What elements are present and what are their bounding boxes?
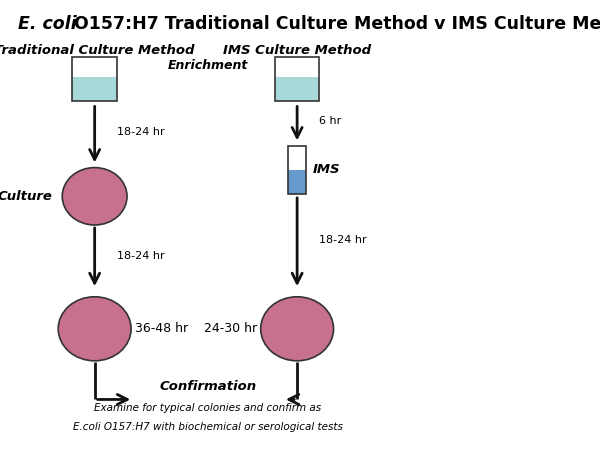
Text: 18-24 hr: 18-24 hr bbox=[319, 235, 367, 245]
Text: Confirmation: Confirmation bbox=[160, 380, 257, 393]
Text: 18-24 hr: 18-24 hr bbox=[117, 251, 164, 261]
Text: E.coli O157:H7 with biochemical or serological tests: E.coli O157:H7 with biochemical or serol… bbox=[73, 422, 343, 432]
Ellipse shape bbox=[62, 167, 127, 225]
Text: Examine for typical colonies and confirm as: Examine for typical colonies and confirm… bbox=[94, 403, 322, 413]
Text: 24-30 hr: 24-30 hr bbox=[203, 322, 257, 335]
Text: 18-24 hr: 18-24 hr bbox=[117, 127, 164, 137]
Text: 36-48 hr: 36-48 hr bbox=[135, 322, 188, 335]
Bar bbox=[275, 57, 319, 77]
Bar bbox=[73, 57, 117, 77]
Text: 6 hr: 6 hr bbox=[319, 116, 341, 126]
Text: Culture: Culture bbox=[0, 190, 52, 203]
Bar bbox=[288, 145, 306, 170]
Text: Enrichment: Enrichment bbox=[168, 59, 248, 72]
Bar bbox=[288, 170, 306, 194]
Text: O157:H7 Traditional Culture Method v IMS Culture Method: O157:H7 Traditional Culture Method v IMS… bbox=[68, 15, 600, 33]
Text: E. coli: E. coli bbox=[18, 15, 76, 33]
Bar bbox=[275, 57, 319, 101]
Bar bbox=[288, 145, 306, 194]
Ellipse shape bbox=[260, 297, 334, 361]
Text: Traditional Culture Method: Traditional Culture Method bbox=[0, 44, 195, 57]
Bar bbox=[275, 77, 319, 101]
Ellipse shape bbox=[58, 297, 131, 361]
Text: IMS: IMS bbox=[313, 163, 340, 176]
Bar bbox=[73, 77, 117, 101]
Text: IMS Culture Method: IMS Culture Method bbox=[223, 44, 371, 57]
Bar bbox=[73, 57, 117, 101]
